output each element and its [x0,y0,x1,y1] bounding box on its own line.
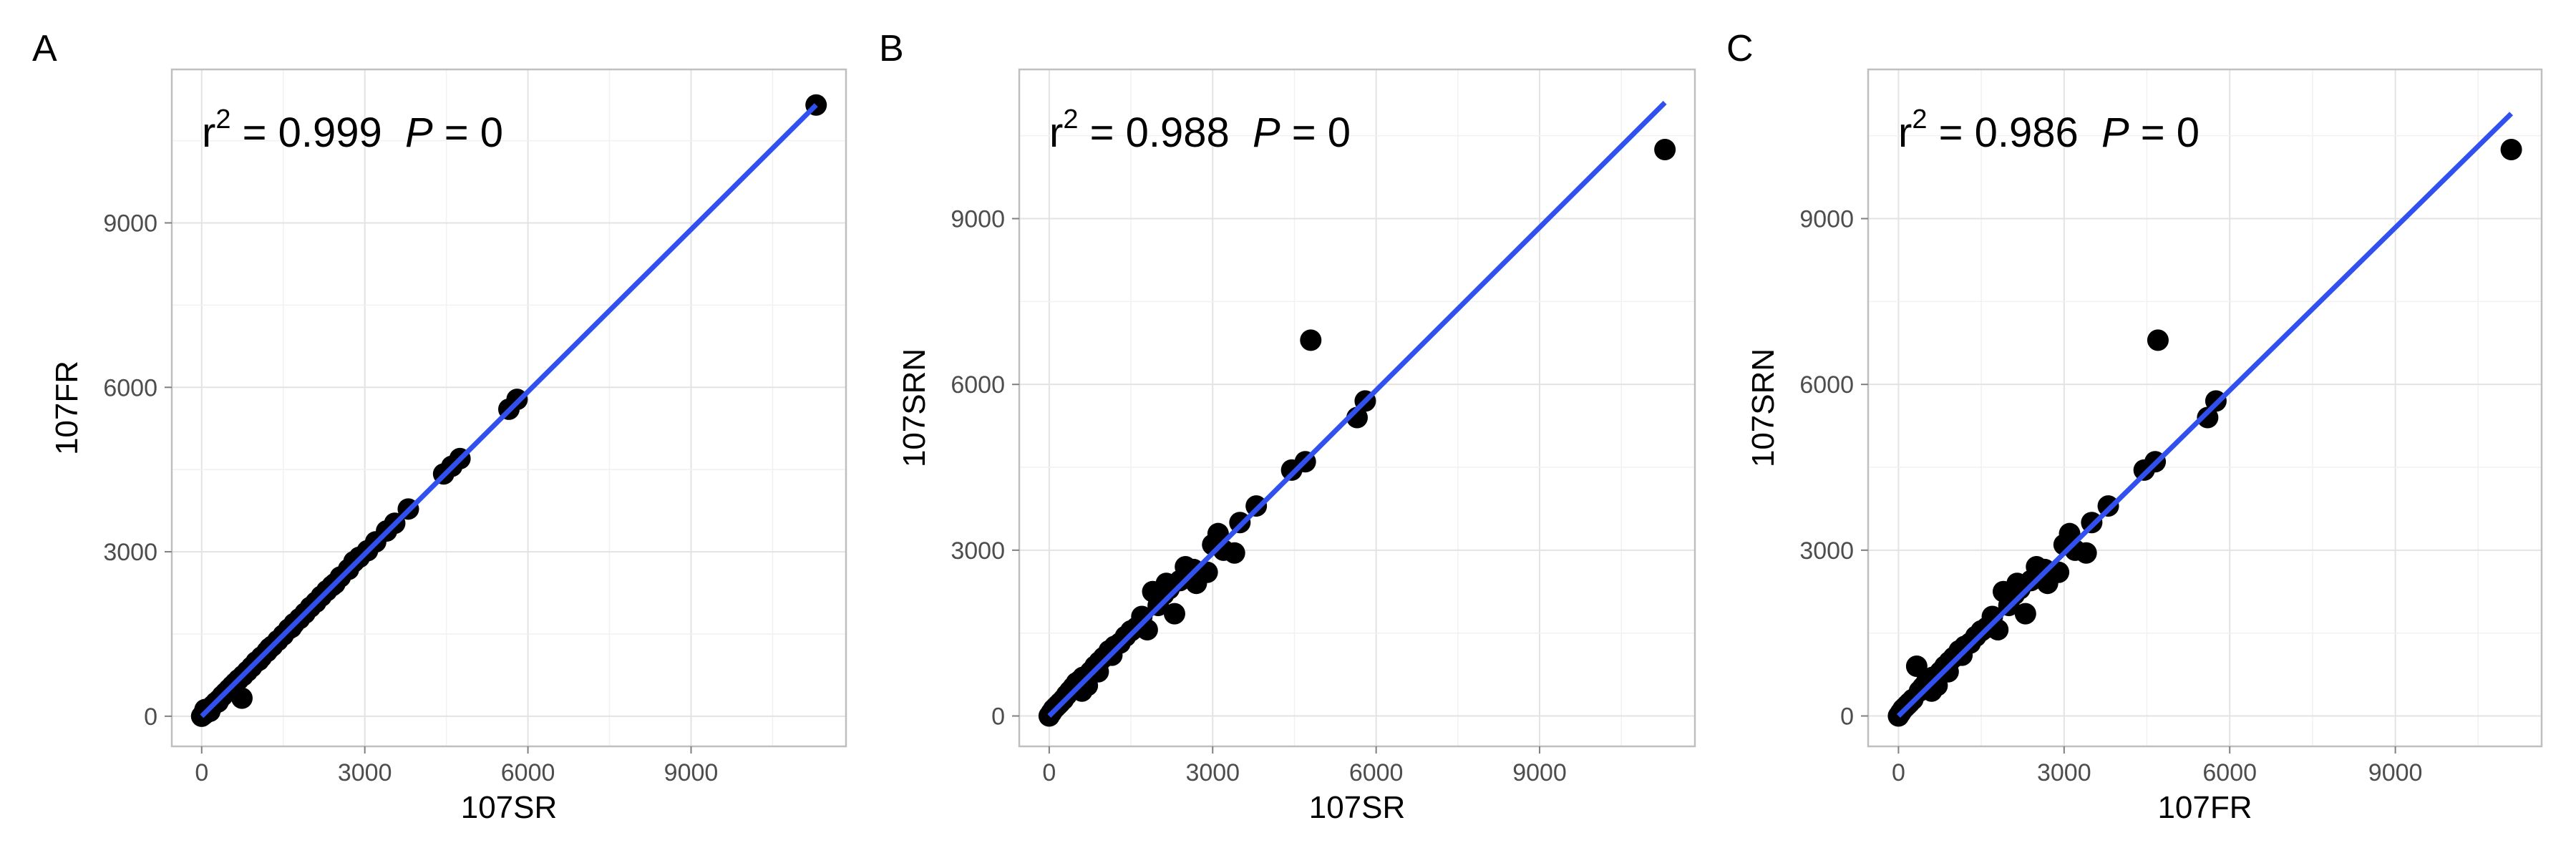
x-tick-label: 3000 [2037,759,2091,786]
data-point [1155,572,1177,595]
p-value: = 0 [433,109,503,156]
panel-label: B [879,28,904,69]
panel-c: 0 3000 6000 9000 0 3000 6000 9000 107FR 107SRN Cr2… [1726,28,2543,825]
panel-a: 0 3000 6000 9000 0 3000 6000 9000 107SR 107FR Ar2 … [32,28,847,825]
regression-line [1896,112,2514,718]
p-value: = 0 [2129,109,2200,156]
data-point [230,687,253,709]
data-point [2500,138,2522,160]
data-point [1223,542,1245,564]
r-symbol: r [202,109,215,156]
y-tick-label: 9000 [951,206,1005,233]
p-symbol: P [405,109,433,156]
y-tick-label: 3000 [951,537,1005,565]
y-tick-label: 0 [144,703,157,731]
x-tick-label: 6000 [2202,759,2257,786]
data-point [2014,603,2036,625]
panel-b: 0 3000 6000 9000 0 3000 6000 9000 107SR 107SRN Br2… [879,28,1696,825]
r2-value: = 0.986 [1927,109,2101,156]
data-point [1163,603,1185,625]
y-axis-title: 107SRN [1746,348,1781,467]
x-tick-label: 3000 [1185,759,1240,786]
data-point [1087,660,1109,683]
r-exponent: 2 [215,104,230,135]
regression-line [1047,100,1667,718]
p-value: = 0 [1280,109,1351,156]
r-symbol: r [1898,109,1912,156]
x-tick-label: 0 [195,759,208,786]
x-tick-label: 3000 [338,759,392,786]
x-tick-label: 6000 [1349,759,1404,786]
x-tick-label: 0 [1892,759,1905,786]
data-point [1245,495,1268,517]
x-tick-label: 9000 [664,759,719,786]
panel-label: C [1726,28,1754,69]
r2-value: = 0.999 [230,109,404,156]
p-symbol: P [2101,109,2129,156]
data-point [1905,655,1928,678]
x-tick-label: 9000 [2368,759,2423,786]
data-point [2006,572,2028,595]
stats-annotation: r2 = 0.988 P = 0 [1049,104,1351,156]
y-axis-title: 107FR [49,361,84,455]
plot-border [170,68,847,748]
y-tick-label: 9000 [1799,206,1854,233]
stats-annotation: r2 = 0.999 P = 0 [202,104,503,156]
data-point [1654,138,1676,160]
data-point [2147,329,2169,351]
x-tick-label: 6000 [501,759,555,786]
y-tick-label: 0 [991,703,1005,731]
x-axis-title: 107SR [461,790,558,825]
x-axis-title: 107FR [2157,790,2252,825]
data-point [1300,329,1322,351]
y-tick-label: 6000 [951,371,1005,399]
y-tick-label: 3000 [1799,537,1854,565]
r2-value: = 0.988 [1078,109,1252,156]
plot-border [1867,68,2543,748]
x-axis-title: 107SR [1309,790,1406,825]
y-tick-label: 9000 [103,210,157,237]
panel-label: A [32,28,57,69]
r-exponent: 2 [1063,104,1078,135]
x-tick-label: 0 [1042,759,1056,786]
y-tick-label: 0 [1840,703,1854,731]
y-tick-label: 6000 [103,374,157,401]
data-point [2097,495,2119,517]
data-point [2075,542,2097,564]
y-axis-title: 107SRN [897,348,932,467]
r-exponent: 2 [1912,104,1927,135]
regression-line [200,103,818,718]
y-tick-label: 3000 [103,539,157,566]
plot-border [1018,68,1696,748]
data-point [1937,660,1959,683]
x-tick-label: 9000 [1512,759,1567,786]
stats-annotation: r2 = 0.986 P = 0 [1898,104,2200,156]
r-symbol: r [1049,109,1063,156]
data-point [2197,406,2219,429]
p-symbol: P [1253,109,1280,156]
y-tick-label: 6000 [1799,371,1854,399]
